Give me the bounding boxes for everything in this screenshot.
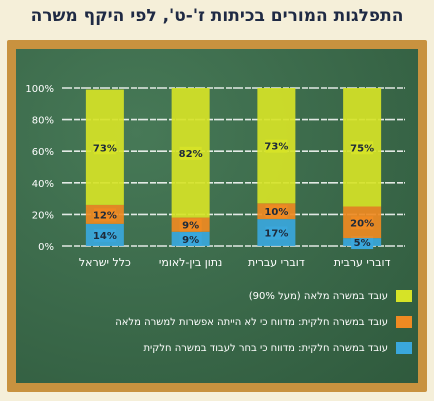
- y-tick-label: 40%: [32, 179, 54, 190]
- data-label-bg: [351, 236, 374, 250]
- y-tick-label: 0%: [38, 242, 54, 253]
- data-label-bg: [93, 228, 116, 242]
- legend-swatch-full-time: [396, 290, 412, 302]
- data-label-bg: [265, 139, 288, 153]
- legend-item-full-time: עובד במשרה מלאה (מעל 90%): [52, 290, 412, 302]
- data-label-bg: [93, 208, 116, 222]
- data-label: 10%: [264, 207, 288, 218]
- data-label-bg: [179, 146, 202, 160]
- data-label: 5%: [354, 238, 371, 249]
- data-label-bg: [265, 226, 288, 240]
- data-label-bg: [179, 218, 202, 232]
- legend-item-part-time-no-option: עובד במשרה חלקית: מדווח כי לא הייתה אפשר…: [52, 316, 412, 328]
- y-tick-label: 80%: [32, 116, 54, 127]
- data-label-bg: [93, 141, 116, 155]
- data-label: 82%: [179, 149, 203, 160]
- legend-swatch-part-time-no-option: [396, 316, 412, 328]
- data-label-bg: [265, 205, 288, 219]
- page-title: התפלגות המורים בכיתות ז'-ט', לפי היקף מש…: [30, 6, 404, 26]
- data-label-bg: [351, 216, 374, 230]
- data-label: 9%: [182, 221, 199, 232]
- x-category-label: נתון בין-לאומי: [159, 256, 222, 269]
- data-label: 73%: [93, 143, 117, 154]
- data-label: 73%: [264, 142, 288, 153]
- data-label: 75%: [350, 143, 374, 154]
- y-tick-label: 100%: [25, 84, 54, 95]
- x-category-label: כלל ישראל: [79, 256, 131, 269]
- legend-swatch-part-time-chosen: [396, 342, 412, 354]
- y-tick-label: 60%: [32, 147, 54, 158]
- y-tick-label: 20%: [32, 210, 54, 221]
- x-category-label: דוברי עברית: [248, 256, 305, 269]
- x-category-label: דוברי ערבית: [334, 256, 391, 269]
- legend-item-part-time-chosen: עובד במשרה חלקית: מדווח כי בחר לעבוד במש…: [52, 342, 412, 354]
- data-label: 14%: [93, 231, 117, 242]
- data-label: 9%: [182, 235, 199, 246]
- legend-label-part-time-chosen: עובד במשרה חלקית: מדווח כי בחר לעבוד במש…: [143, 342, 388, 354]
- legend-label-part-time-no-option: עובד במשרה חלקית: מדווח כי לא הייתה אפשר…: [115, 316, 388, 328]
- data-label: 17%: [264, 229, 288, 240]
- data-label-bg: [179, 232, 202, 246]
- data-label-bg: [351, 141, 374, 155]
- data-label: 12%: [93, 210, 117, 221]
- data-label: 20%: [350, 218, 374, 229]
- legend-label-full-time: עובד במשרה מלאה (מעל 90%): [248, 290, 388, 302]
